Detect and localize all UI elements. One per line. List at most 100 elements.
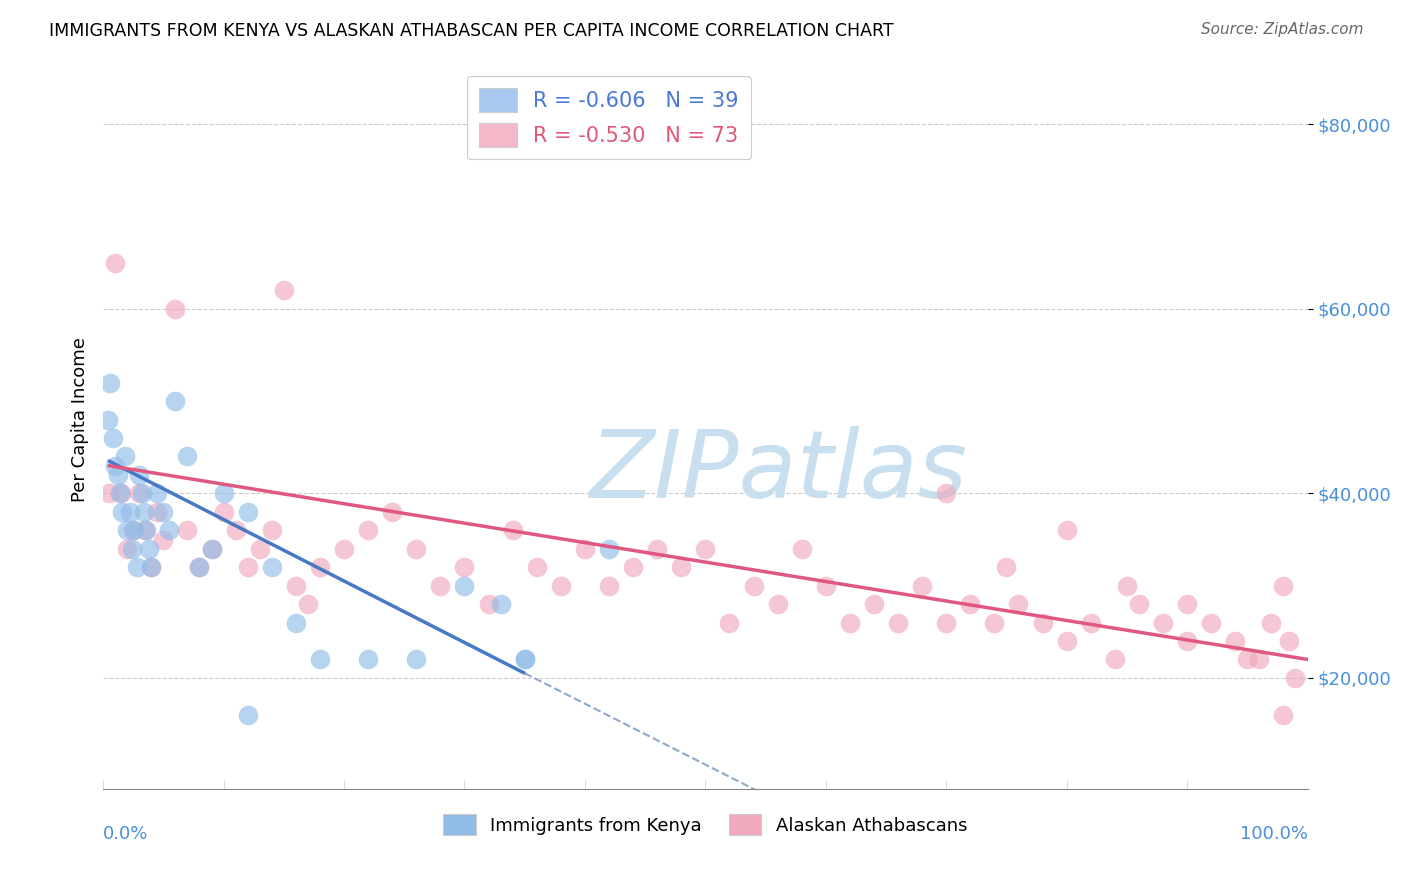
Text: Source: ZipAtlas.com: Source: ZipAtlas.com — [1201, 22, 1364, 37]
Point — [1175, 597, 1198, 611]
Point — [1115, 579, 1137, 593]
Point — [742, 579, 765, 593]
Point — [297, 597, 319, 611]
Point — [838, 615, 860, 630]
Point — [115, 523, 138, 537]
Point — [333, 541, 356, 556]
Point — [212, 486, 235, 500]
Point — [97, 412, 120, 426]
Point — [621, 560, 644, 574]
Point — [128, 467, 150, 482]
Point — [284, 579, 307, 593]
Point — [1007, 597, 1029, 611]
Point — [718, 615, 741, 630]
Point — [121, 541, 143, 556]
Point — [1056, 634, 1078, 648]
Point — [911, 579, 934, 593]
Text: ZIPatlas: ZIPatlas — [589, 425, 966, 516]
Point — [1260, 615, 1282, 630]
Point — [695, 541, 717, 556]
Point — [249, 541, 271, 556]
Point — [141, 560, 163, 574]
Point — [790, 541, 813, 556]
Point — [1225, 634, 1247, 648]
Point — [104, 458, 127, 473]
Point — [146, 486, 169, 500]
Point — [135, 523, 157, 537]
Point — [598, 579, 620, 593]
Point — [309, 652, 332, 666]
Point — [165, 301, 187, 316]
Point — [284, 615, 307, 630]
Point — [118, 505, 141, 519]
Point — [453, 579, 475, 593]
Point — [995, 560, 1018, 574]
Point — [165, 394, 187, 409]
Point — [513, 652, 536, 666]
Point — [357, 652, 380, 666]
Point — [671, 560, 693, 574]
Point — [111, 505, 134, 519]
Point — [225, 523, 247, 537]
Point — [1236, 652, 1258, 666]
Point — [157, 523, 180, 537]
Point — [98, 376, 121, 390]
Point — [550, 579, 572, 593]
Point — [429, 579, 451, 593]
Point — [598, 541, 620, 556]
Point — [513, 652, 536, 666]
Text: 0.0%: 0.0% — [103, 825, 149, 844]
Point — [152, 505, 174, 519]
Point — [477, 597, 499, 611]
Point — [863, 597, 886, 611]
Point — [405, 652, 427, 666]
Point — [138, 541, 160, 556]
Point — [453, 560, 475, 574]
Point — [1272, 707, 1295, 722]
Point — [146, 505, 169, 519]
Point — [766, 597, 789, 611]
Point — [1278, 634, 1301, 648]
Point — [236, 560, 259, 574]
Point — [814, 579, 837, 593]
Point — [212, 505, 235, 519]
Point — [935, 615, 957, 630]
Point — [128, 486, 150, 500]
Point — [115, 541, 138, 556]
Point — [236, 707, 259, 722]
Point — [152, 533, 174, 547]
Point — [526, 560, 548, 574]
Point — [114, 450, 136, 464]
Point — [101, 431, 124, 445]
Point — [1272, 579, 1295, 593]
Point — [357, 523, 380, 537]
Point — [125, 560, 148, 574]
Point — [1056, 523, 1078, 537]
Point — [489, 597, 512, 611]
Point — [122, 523, 145, 537]
Point — [309, 560, 332, 574]
Point — [983, 615, 1005, 630]
Point — [188, 560, 211, 574]
Point — [260, 560, 283, 574]
Point — [260, 523, 283, 537]
Point — [1175, 634, 1198, 648]
Point — [176, 523, 198, 537]
Legend: Immigrants from Kenya, Alaskan Athabascans: Immigrants from Kenya, Alaskan Athabasca… — [433, 804, 979, 846]
Point — [176, 450, 198, 464]
Point — [887, 615, 910, 630]
Point — [110, 486, 132, 500]
Point — [405, 541, 427, 556]
Point — [1284, 671, 1306, 685]
Point — [1152, 615, 1174, 630]
Point — [574, 541, 596, 556]
Point — [107, 467, 129, 482]
Point — [1128, 597, 1150, 611]
Point — [935, 486, 957, 500]
Point — [502, 523, 524, 537]
Point — [1080, 615, 1102, 630]
Point — [200, 541, 222, 556]
Point — [381, 505, 404, 519]
Point — [959, 597, 981, 611]
Point — [1104, 652, 1126, 666]
